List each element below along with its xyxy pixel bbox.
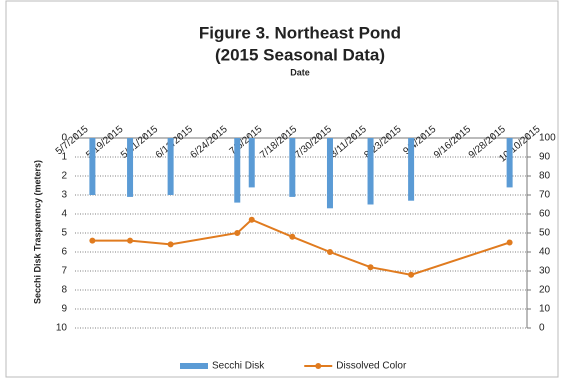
y-tick-label: 10 — [56, 323, 68, 334]
bar — [289, 138, 296, 197]
y2-tick-label: 90 — [539, 152, 551, 163]
marker — [326, 249, 333, 255]
x-axis-title: Date — [290, 67, 310, 77]
legend-label: Secchi Disk — [212, 361, 265, 372]
y-tick-label: 8 — [61, 285, 67, 296]
chart-subtitle: (2015 Seasonal Data) — [215, 45, 385, 64]
bar — [367, 138, 374, 205]
marker — [408, 271, 415, 278]
y-tick-label: 5 — [61, 228, 67, 239]
marker — [248, 216, 255, 223]
bar — [248, 138, 255, 188]
y-tick-label: 4 — [61, 209, 67, 220]
y2-tick-label: 20 — [539, 285, 551, 296]
legend-swatch — [315, 363, 322, 369]
bar — [127, 138, 134, 197]
line — [92, 218, 510, 276]
marker — [506, 239, 513, 246]
bar — [89, 138, 96, 195]
bar — [326, 138, 333, 209]
y-tick-label: 6 — [61, 247, 67, 258]
bar — [506, 138, 513, 188]
bar — [234, 138, 241, 203]
y-tick-label: 2 — [61, 171, 67, 182]
marker — [234, 230, 241, 236]
y-tick-label: 3 — [61, 190, 67, 201]
legend-label: Dissolved Color — [336, 361, 407, 372]
bar — [167, 138, 174, 195]
y-tick-label: 7 — [61, 266, 67, 277]
legend-swatch — [180, 363, 208, 369]
bar — [408, 138, 415, 201]
marker — [289, 233, 296, 240]
chart-frame — [5, 0, 559, 378]
marker — [167, 241, 174, 248]
y2-tick-label: 80 — [539, 171, 551, 182]
y-tick-label: 1 — [61, 152, 67, 163]
marker — [127, 237, 134, 244]
marker — [89, 237, 96, 244]
y2-tick-label: 30 — [539, 266, 551, 277]
chart-title: Figure 3. Northeast Pond — [199, 23, 401, 42]
y2-tick-label: 70 — [539, 190, 551, 201]
y2-tick-label: 100 — [539, 133, 556, 144]
y2-tick-label: 40 — [539, 247, 551, 258]
y2-tick-label: 0 — [539, 323, 545, 334]
marker — [367, 264, 374, 271]
y-axis-title: Secchi Disk Trasparency (meters) — [32, 160, 42, 304]
y2-tick-label: 60 — [539, 209, 551, 220]
y-tick-label: 9 — [61, 304, 67, 315]
y2-tick-label: 50 — [539, 228, 551, 239]
y2-tick-label: 10 — [539, 304, 551, 315]
y-tick-label: 0 — [61, 133, 67, 144]
